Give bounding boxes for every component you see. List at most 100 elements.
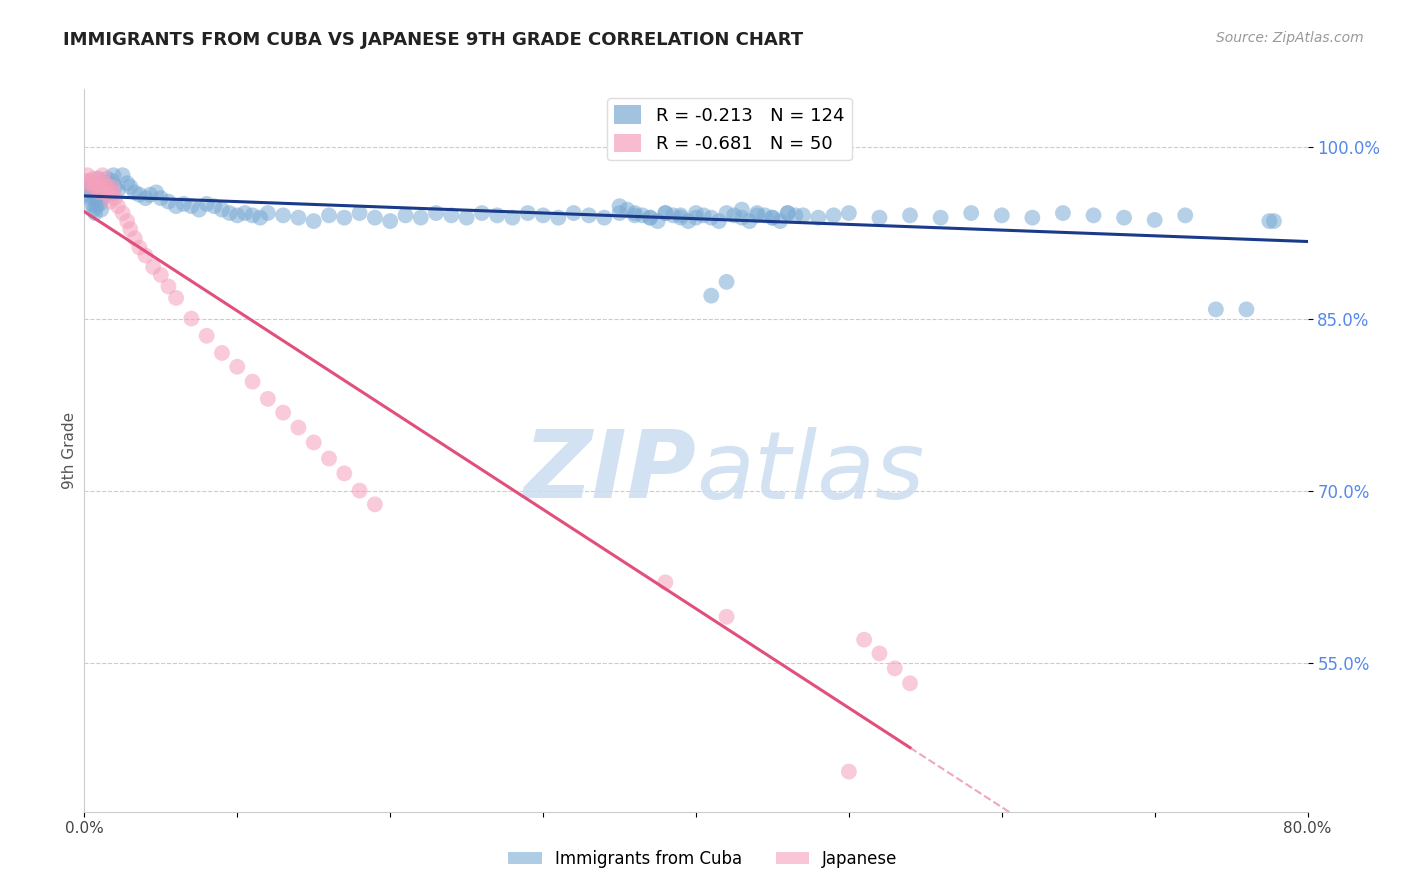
Point <box>89 186 111 200</box>
Point <box>149 268 172 282</box>
Point <box>409 211 432 225</box>
Point <box>107 199 129 213</box>
Text: ZIP: ZIP <box>523 426 696 518</box>
Point <box>654 206 676 220</box>
Point <box>769 214 792 228</box>
Point <box>120 179 142 194</box>
Point <box>1021 211 1043 225</box>
Point <box>287 211 309 225</box>
Point <box>76 168 98 182</box>
Point <box>747 206 769 220</box>
Point <box>83 202 105 217</box>
Point <box>93 183 115 197</box>
Point <box>249 211 271 225</box>
Point <box>233 206 256 220</box>
Point <box>96 171 118 186</box>
Point <box>180 199 202 213</box>
Point <box>94 186 117 200</box>
Point <box>211 346 233 360</box>
Point <box>242 208 264 222</box>
Point <box>1052 206 1074 220</box>
Point <box>761 211 783 225</box>
Point <box>692 208 714 222</box>
Point <box>79 176 101 190</box>
Point <box>1114 211 1136 225</box>
Point <box>157 279 180 293</box>
Point <box>83 171 105 186</box>
Point <box>271 406 294 420</box>
Text: IMMIGRANTS FROM CUBA VS JAPANESE 9TH GRADE CORRELATION CHART: IMMIGRANTS FROM CUBA VS JAPANESE 9TH GRA… <box>63 31 803 49</box>
Point <box>90 179 112 194</box>
Point <box>440 208 463 222</box>
Point <box>349 483 371 498</box>
Point <box>89 186 111 200</box>
Legend: Immigrants from Cuba, Japanese: Immigrants from Cuba, Japanese <box>502 844 904 875</box>
Point <box>93 176 115 190</box>
Point <box>120 222 142 236</box>
Point <box>89 197 111 211</box>
Point <box>124 186 146 200</box>
Point <box>271 208 294 222</box>
Point <box>631 208 654 222</box>
Point <box>838 764 860 779</box>
Point <box>98 194 121 209</box>
Point <box>79 191 101 205</box>
Point <box>111 168 134 182</box>
Point <box>80 197 103 211</box>
Point <box>91 168 114 182</box>
Point <box>97 176 120 190</box>
Point <box>1083 208 1105 222</box>
Point <box>960 206 983 220</box>
Point <box>124 231 146 245</box>
Point <box>83 176 105 190</box>
Point <box>502 211 524 225</box>
Point <box>318 451 340 466</box>
Point <box>853 632 876 647</box>
Point <box>869 211 891 225</box>
Point <box>128 240 150 254</box>
Point <box>707 214 730 228</box>
Point <box>883 661 905 675</box>
Point <box>685 211 707 225</box>
Point <box>609 206 631 220</box>
Point <box>738 214 761 228</box>
Legend: R = -0.213   N = 124, R = -0.681   N = 50: R = -0.213 N = 124, R = -0.681 N = 50 <box>607 98 852 161</box>
Point <box>103 168 125 182</box>
Point <box>87 171 110 186</box>
Point <box>101 179 124 194</box>
Point <box>792 208 814 222</box>
Point <box>364 211 387 225</box>
Point <box>662 208 685 222</box>
Point <box>86 176 108 190</box>
Point <box>77 174 100 188</box>
Point <box>1205 302 1227 317</box>
Point <box>135 191 157 205</box>
Point <box>929 211 952 225</box>
Point <box>86 199 108 213</box>
Point <box>898 676 921 690</box>
Point <box>723 208 745 222</box>
Point <box>838 206 860 220</box>
Point <box>188 202 211 217</box>
Point <box>869 647 891 661</box>
Point <box>94 187 117 202</box>
Point <box>84 206 107 220</box>
Point <box>96 179 118 194</box>
Point <box>257 206 280 220</box>
Point <box>823 208 845 222</box>
Point <box>486 208 509 222</box>
Point <box>77 174 100 188</box>
Point <box>716 275 738 289</box>
Point <box>578 208 600 222</box>
Point <box>991 208 1014 222</box>
Point <box>90 179 112 194</box>
Point <box>79 183 101 197</box>
Point <box>349 206 371 220</box>
Point <box>77 187 100 202</box>
Point <box>149 191 172 205</box>
Point <box>364 497 387 511</box>
Point <box>624 206 647 220</box>
Point <box>165 199 187 213</box>
Point <box>669 208 692 222</box>
Point <box>80 186 103 200</box>
